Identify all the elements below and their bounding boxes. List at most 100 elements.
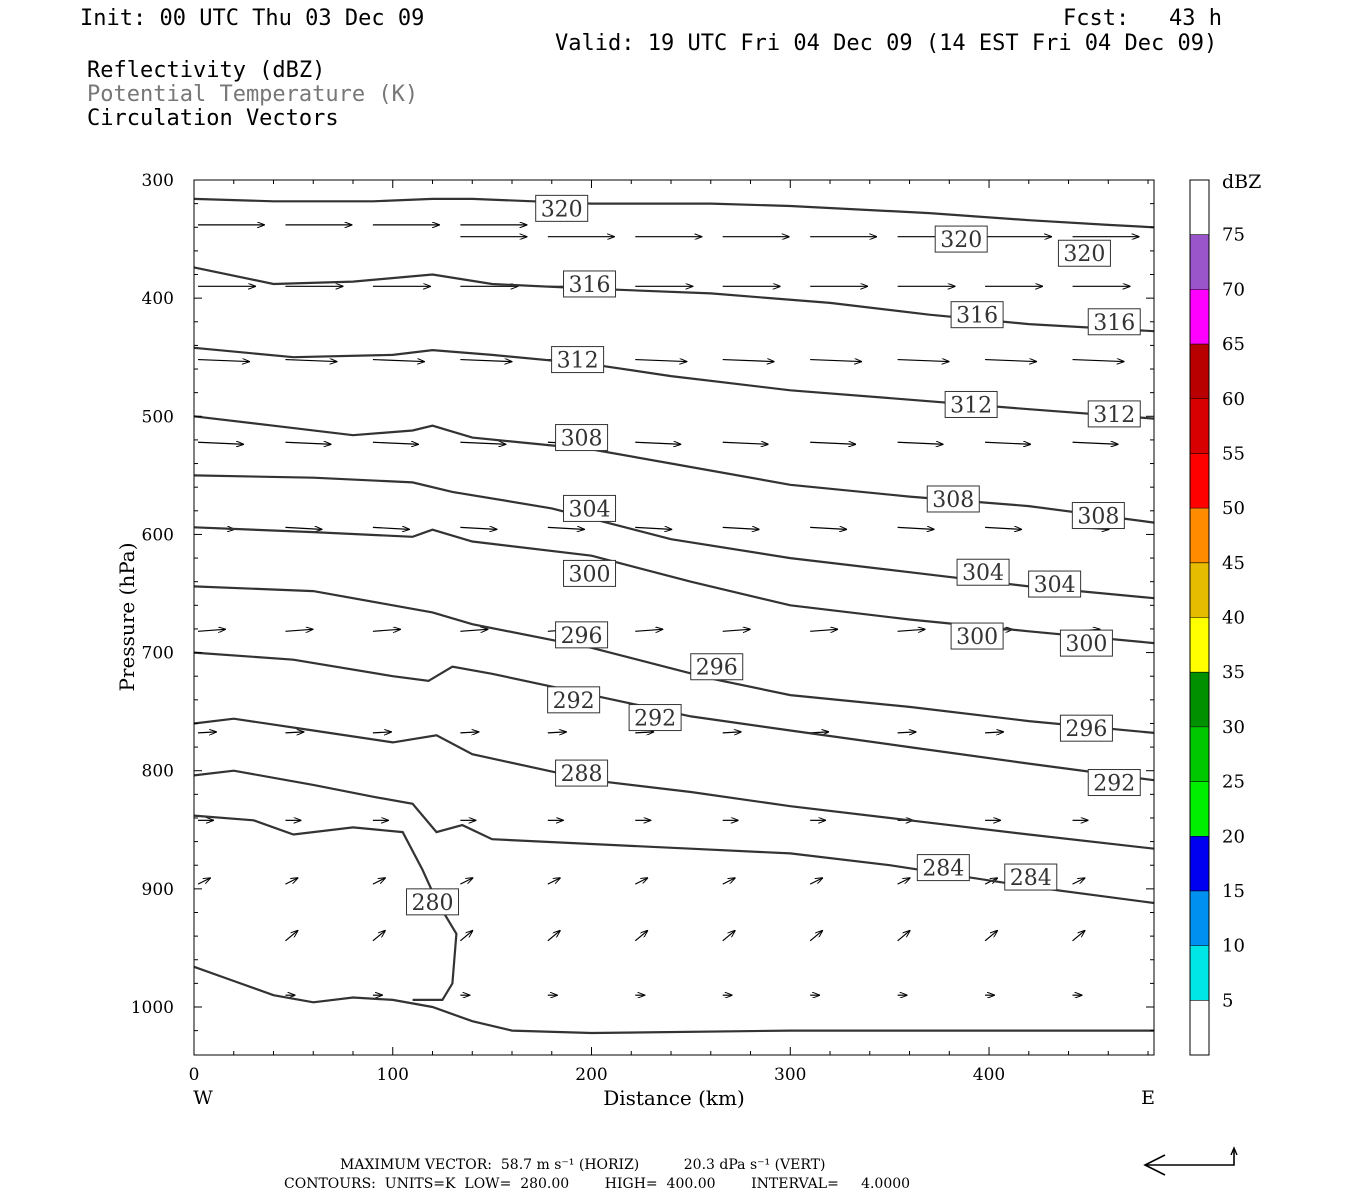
x-tick-label: 200 — [575, 1065, 607, 1085]
y-tick-label: 600 — [142, 525, 174, 545]
circulation-vector — [634, 931, 647, 942]
circulation-vector — [809, 878, 822, 885]
theta-contour-312 — [193, 346, 1155, 420]
contour-label-box — [628, 704, 682, 732]
theta-contours — [193, 197, 1155, 1035]
y-tick-label: 700 — [142, 644, 174, 664]
colorbar-segment — [1190, 1000, 1209, 1055]
circulation-vector — [372, 442, 418, 444]
y-tick-label: 1000 — [131, 998, 174, 1018]
contour-info: CONTOURS: UNITS=K LOW= 280.00 HIGH= 400.… — [284, 1176, 911, 1192]
contour-label: 296 — [561, 624, 603, 649]
contour-label: 316 — [956, 304, 998, 329]
circulation-vector — [810, 360, 861, 362]
circulation-vector — [285, 527, 321, 529]
contour-label-box — [956, 558, 1010, 586]
contour-label: 320 — [940, 228, 982, 253]
plot-frame — [193, 179, 1155, 1056]
y-tick-label: 400 — [142, 289, 174, 309]
circulation-vector — [985, 732, 1003, 733]
colorbar-segment — [1190, 453, 1209, 509]
circulation-vector — [897, 931, 910, 942]
contour-label: 312 — [950, 393, 992, 418]
colorbar-label: 30 — [1222, 717, 1245, 738]
contour-label-box — [547, 686, 601, 714]
reference-vector-icon — [1145, 1150, 1235, 1166]
contour-label: 292 — [553, 689, 595, 714]
circulation-vector — [897, 732, 916, 733]
contour-label: 300 — [1065, 632, 1107, 657]
y-axis-title: Pressure (hPa) — [115, 543, 139, 692]
circulation-vector — [460, 878, 472, 885]
circulation-vector — [810, 442, 855, 444]
theta-contour-280 — [193, 814, 458, 1001]
contour-label-box — [1087, 400, 1141, 428]
circulation-vector — [285, 931, 297, 942]
theta-contour-320 — [193, 197, 1155, 229]
circulation-vector — [285, 360, 336, 362]
circulation-vector — [460, 360, 511, 362]
circulation-vector — [985, 527, 1021, 529]
circulation-vector — [897, 527, 934, 529]
x-tick-label: 100 — [377, 1065, 409, 1085]
circulation-vector — [197, 360, 249, 362]
circulation-vector — [810, 629, 837, 631]
circulation-vector — [635, 732, 653, 733]
y-tick-label: 800 — [142, 762, 174, 782]
contour-label: 316 — [569, 273, 611, 298]
colorbar-label: 10 — [1222, 936, 1245, 957]
west-label: W — [193, 1087, 213, 1109]
circulation-vector — [634, 878, 647, 885]
colorbar-segment — [1190, 234, 1209, 290]
circulation-vector — [1072, 360, 1124, 362]
contour-label-box — [1087, 769, 1141, 797]
contour-label: 296 — [1065, 717, 1107, 742]
circulation-vector — [722, 442, 768, 444]
colorbar-segment — [1190, 781, 1209, 837]
circulation-vector — [547, 931, 560, 942]
colorbar-label: 70 — [1222, 279, 1245, 300]
circulation-vector — [372, 360, 424, 362]
contour-label: 320 — [541, 197, 583, 222]
colorbar-label: 65 — [1222, 334, 1245, 355]
circulation-vector — [722, 878, 735, 885]
colorbar-label: 50 — [1222, 498, 1245, 519]
contour-label: 308 — [1077, 505, 1119, 530]
circulation-vector — [197, 442, 243, 444]
init-time: Init: 00 UTC Thu 03 Dec 09 — [80, 6, 425, 31]
circulation-vector — [722, 527, 759, 529]
contour-label: 292 — [1093, 772, 1135, 797]
contour-label-box — [535, 194, 589, 222]
circulation-vector — [372, 931, 385, 942]
circulation-vector — [460, 527, 496, 529]
circulation-vector — [897, 442, 943, 444]
contour-label-box — [1028, 570, 1082, 598]
y-axis: 300 400 500 600 700 800 900 1000 — [131, 171, 1154, 1032]
contour-label-box — [934, 225, 988, 253]
colorbar-label: 5 — [1222, 990, 1233, 1011]
circulation-vector — [197, 878, 210, 885]
colorbar-segment — [1190, 289, 1209, 345]
circulation-vector — [1072, 442, 1118, 444]
y-tick-label: 500 — [142, 407, 174, 427]
circulation-vector — [635, 442, 680, 444]
circulation-vector — [635, 629, 662, 631]
colorbar-segment — [1190, 890, 1209, 946]
contour-label: 296 — [696, 656, 738, 681]
contour-labels: 320 320 320 316 316 316 312 312 312 308 308 308 304 3… — [406, 194, 1141, 916]
contour-label: 308 — [561, 427, 603, 452]
colorbar-label: 55 — [1222, 443, 1245, 464]
contour-label: 316 — [1093, 311, 1135, 336]
contour-label: 312 — [1093, 403, 1135, 428]
colorbar-label: 45 — [1222, 553, 1245, 574]
theta-contour-300 — [193, 526, 1155, 645]
contour-label-box — [1087, 308, 1141, 336]
colorbar-label: 40 — [1222, 608, 1245, 629]
circulation-vector — [722, 360, 774, 362]
x-tick-label: 300 — [774, 1065, 806, 1085]
circulation-vector — [460, 629, 487, 631]
theta-contour-288 — [193, 717, 1155, 850]
contour-label: 312 — [557, 349, 599, 374]
colorbar-label: 15 — [1222, 881, 1245, 902]
